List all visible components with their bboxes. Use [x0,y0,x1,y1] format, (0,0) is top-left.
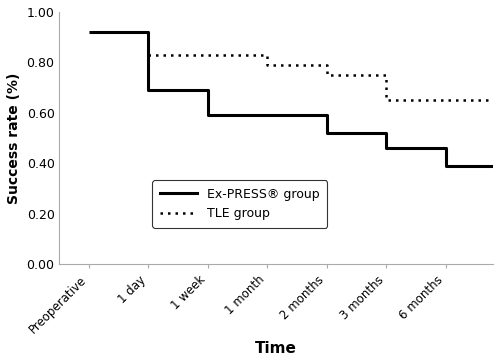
X-axis label: Time: Time [256,341,297,356]
Y-axis label: Success rate (%): Success rate (%) [7,72,21,204]
Legend: Ex-PRESS® group, TLE group: Ex-PRESS® group, TLE group [152,180,328,228]
